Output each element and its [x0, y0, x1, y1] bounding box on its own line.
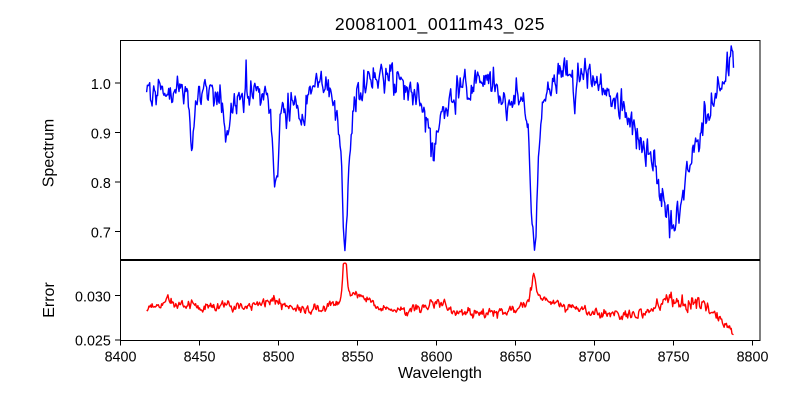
svg-text:20081001_0011m43_025: 20081001_0011m43_025 [335, 14, 545, 35]
svg-text:Spectrum: Spectrum [41, 119, 58, 187]
svg-text:8800: 8800 [737, 349, 769, 365]
svg-text:8550: 8550 [342, 349, 374, 365]
svg-text:8450: 8450 [184, 349, 216, 365]
svg-text:8700: 8700 [579, 349, 611, 365]
svg-text:Error: Error [41, 282, 58, 318]
svg-text:8750: 8750 [658, 349, 690, 365]
svg-text:8400: 8400 [105, 349, 137, 365]
svg-text:0.8: 0.8 [91, 176, 111, 192]
svg-text:8650: 8650 [500, 349, 532, 365]
svg-text:Wavelength: Wavelength [398, 365, 482, 382]
svg-text:0.030: 0.030 [75, 289, 111, 305]
svg-text:0.025: 0.025 [75, 334, 111, 350]
svg-text:8500: 8500 [263, 349, 295, 365]
svg-text:1.0: 1.0 [91, 77, 111, 93]
svg-text:8600: 8600 [421, 349, 453, 365]
svg-text:0.9: 0.9 [91, 126, 111, 142]
svg-text:0.7: 0.7 [91, 225, 111, 241]
